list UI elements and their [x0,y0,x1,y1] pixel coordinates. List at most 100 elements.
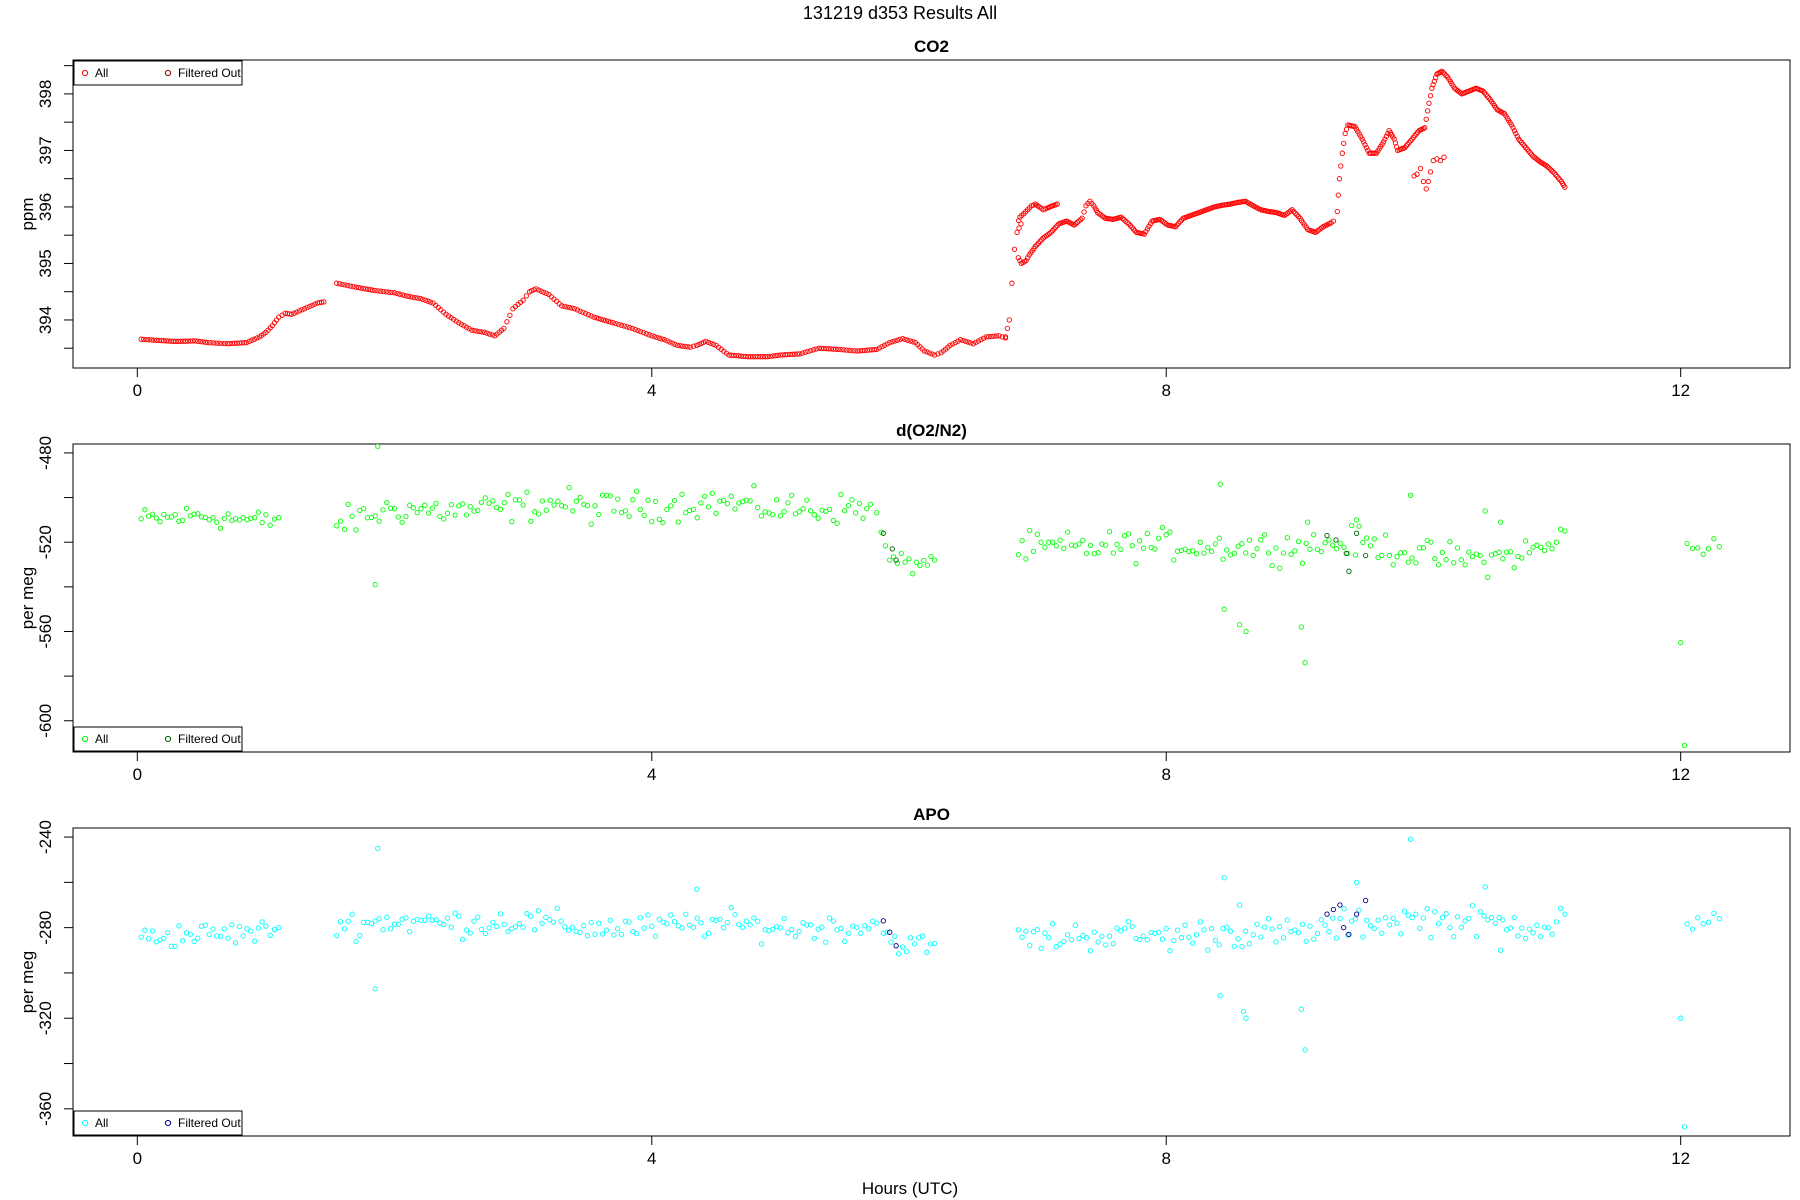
data-point [880,530,886,536]
data-point [675,519,681,525]
data-point [849,497,855,503]
data-point [682,343,688,350]
data-point [843,347,850,353]
data-point [539,498,546,504]
y-tick-label: 398 [36,80,55,108]
data-point [751,483,757,489]
data-point [717,498,723,504]
data-point [507,312,513,318]
data-point [585,312,592,318]
data-point [808,347,814,354]
data-point [1545,925,1551,931]
data-point [420,296,426,303]
data-point [751,915,757,921]
data-point [1360,139,1367,145]
data-point [622,918,628,924]
data-point [1171,557,1177,563]
data-point [811,935,818,942]
data-point [433,916,439,923]
data-point [1681,1124,1688,1130]
data-point [962,338,969,344]
data-point [720,924,727,931]
legend-box [73,1110,243,1136]
data-point [541,289,547,295]
data-point [968,340,974,346]
data-point [547,497,553,503]
data-point [1159,936,1166,942]
data-point [1201,550,1207,556]
data-point [1398,550,1404,556]
data-point [838,925,844,932]
data-point [792,933,799,939]
data-point [603,318,609,324]
data-point [1125,531,1132,537]
data-point [758,513,765,519]
data-point [1553,539,1560,545]
data-point [1217,481,1223,487]
data-point [845,502,852,509]
data-point [1119,215,1126,222]
data-point [1330,906,1337,913]
data-point [501,921,507,928]
data-point [176,923,182,929]
data-point [195,511,201,517]
data-point [380,927,386,933]
data-point [605,318,612,325]
data-point [1424,906,1430,912]
x-tick-label: 8 [1161,765,1170,784]
data-point [198,514,205,520]
data-point [221,515,227,522]
data-point [893,943,899,949]
data-point [459,501,466,507]
data-point [656,516,662,522]
data-point [834,520,840,526]
data-point [789,926,795,933]
data-point [149,511,156,517]
data-point [1409,555,1415,561]
data-point [1190,940,1196,946]
data-point [1382,136,1388,142]
data-point [1023,928,1029,934]
data-point [481,329,488,336]
legend-box [73,60,243,86]
data-point [1541,924,1548,930]
y-tick-label: -280 [36,911,55,945]
data-point [153,515,159,521]
data-point [384,914,390,920]
data-point [1016,217,1022,224]
data-point [980,335,987,341]
data-point [1311,532,1317,538]
data-point [1413,911,1419,917]
data-point [629,325,636,332]
data-point [1227,928,1234,934]
data-point [1507,549,1514,555]
data-point [1284,917,1290,923]
data-point [190,338,196,344]
data-point [1231,943,1237,950]
data-point [674,342,681,349]
plot-frame [72,827,1791,1137]
data-point [1562,911,1568,917]
series-all [138,444,1722,748]
data-point [957,337,964,343]
data-point [926,350,933,356]
panel-apo: APO 0 4 8 12 -240 -280 -320 -360 per meg All Filter… [18,805,1791,1168]
data-point [233,940,239,946]
data-point [146,936,152,942]
data-point [1401,549,1408,556]
data-point [410,505,417,511]
data-point [407,928,413,935]
data-point [1042,544,1048,550]
data-point [1046,539,1052,545]
data-point [180,517,186,523]
data-point [219,340,225,347]
data-point [412,294,418,301]
data-point [1353,879,1360,886]
data-point [375,288,381,294]
data-point [1432,909,1438,915]
data-point [208,340,214,346]
data-point [679,491,685,497]
data-point [1420,544,1427,551]
data-point [1485,574,1491,580]
data-point [1002,334,1009,340]
